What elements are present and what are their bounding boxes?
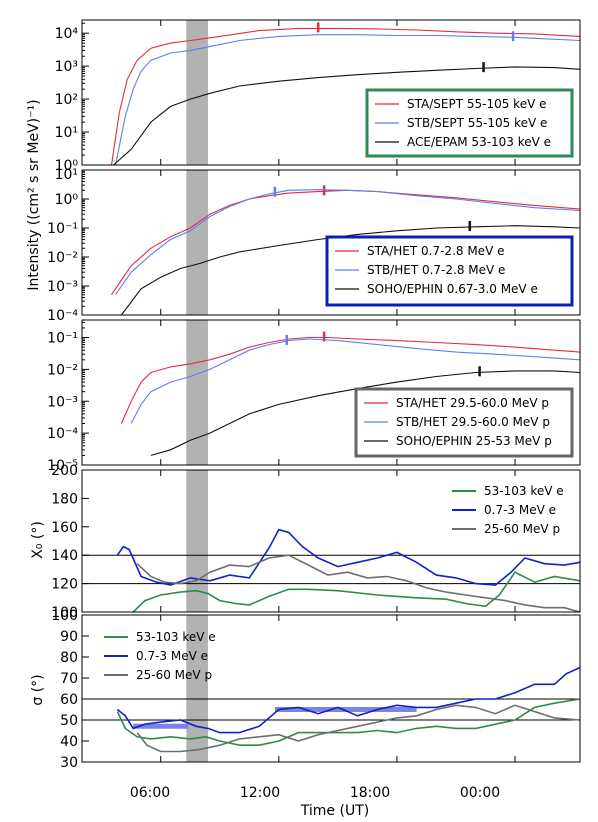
y-axis-label-sigma: σ (°) bbox=[30, 674, 46, 705]
series-line-2 bbox=[113, 66, 581, 166]
x-tick-1200: 12:00 bbox=[240, 785, 280, 801]
shared-y-axis-label: Intensity ((cm² s sr MeV)⁻¹) bbox=[26, 99, 42, 290]
legend-label: 25-60 MeV p bbox=[136, 668, 212, 682]
y-tick-label: 10⁰ bbox=[55, 158, 79, 174]
series-line-0 bbox=[132, 571, 581, 613]
y-tick-label: 10⁰ bbox=[55, 192, 79, 208]
y-tick-label: 10² bbox=[55, 92, 78, 108]
legend-label: STA/HET 29.5-60.0 MeV p bbox=[396, 396, 549, 410]
shaded-interval bbox=[186, 20, 208, 165]
panel-x0 bbox=[81, 469, 581, 613]
panel-electrons-55-105keV bbox=[81, 19, 581, 166]
legend-label: STB/HET 29.5-60.0 MeV p bbox=[396, 415, 550, 429]
series-line-1 bbox=[115, 189, 581, 296]
x-axis-label: Time (UT) bbox=[300, 803, 369, 819]
x-tick-1800: 18:00 bbox=[350, 785, 390, 801]
panel-protons bbox=[81, 319, 581, 466]
legend-box bbox=[325, 235, 574, 307]
legend-label: 0.7-3 MeV e bbox=[484, 503, 556, 517]
legend-label: STA/SEPT 55-105 keV e bbox=[407, 97, 546, 111]
legend: 53-103 keV e 0.7-3 MeV e 25-60 MeV p bbox=[104, 630, 216, 682]
y-axis-label-x0: X₀ (°) bbox=[30, 521, 46, 559]
y-tick-label: 120 bbox=[51, 577, 78, 593]
legend: 53-103 keV e 0.7-3 MeV e 25-60 MeV p bbox=[452, 484, 564, 536]
y-tick-label: 10⁻³ bbox=[47, 279, 78, 295]
series-line-2 bbox=[136, 554, 581, 613]
legend-label: SOHO/EPHIN 0.67-3.0 MeV e bbox=[367, 282, 538, 296]
y-tick-label: 10⁻¹ bbox=[47, 221, 78, 237]
series-line-2 bbox=[120, 225, 581, 316]
series-line-0 bbox=[111, 189, 581, 296]
y-tick-label: 10⁻¹ bbox=[47, 331, 78, 347]
y-tick-label: 100 bbox=[51, 608, 78, 624]
y-tick-label: 160 bbox=[51, 520, 78, 536]
panel-electrons-0.7-3MeV bbox=[81, 169, 581, 316]
y-tick-label: 90 bbox=[60, 629, 78, 645]
series-line-1 bbox=[114, 34, 581, 166]
legend: STA/HET 0.7-2.8 MeV e STB/HET 0.7-2.8 MeV… bbox=[325, 235, 574, 307]
panel-frame bbox=[81, 169, 581, 316]
series-line-1 bbox=[130, 338, 581, 424]
legend-label: SOHO/EPHIN 25-53 MeV p bbox=[396, 434, 552, 448]
legend-label: 25-60 MeV p bbox=[484, 522, 560, 536]
shaded-interval bbox=[186, 170, 208, 315]
series-line-0 bbox=[110, 27, 581, 166]
series-line-2 bbox=[136, 704, 581, 753]
series-line-1 bbox=[116, 528, 581, 586]
y-tick-label: 10⁻⁴ bbox=[47, 308, 78, 324]
legend-label: ACE/EPAM 53-103 keV e bbox=[407, 135, 551, 149]
y-tick-label: 10¹ bbox=[55, 167, 78, 183]
panel-frame bbox=[81, 319, 581, 466]
y-tick-label: 70 bbox=[60, 671, 78, 687]
legend: STA/SEPT 55-105 keV e STB/SEPT 55-105 keV… bbox=[365, 88, 574, 158]
series-line-2 bbox=[150, 370, 581, 456]
shaded-interval bbox=[186, 320, 208, 465]
y-tick-label: 80 bbox=[60, 650, 78, 666]
y-tick-label: 30 bbox=[60, 755, 78, 771]
x-tick-0600: 06:00 bbox=[130, 785, 170, 801]
legend-label: 0.7-3 MeV e bbox=[136, 649, 208, 663]
y-tick-label: 10⁻⁴ bbox=[47, 426, 78, 442]
legend-label: STA/HET 0.7-2.8 MeV e bbox=[367, 244, 504, 258]
series-line-0 bbox=[120, 336, 581, 424]
legend-label: STB/SEPT 55-105 keV e bbox=[407, 116, 547, 130]
y-tick-label: 100 bbox=[51, 605, 78, 621]
legend-label: STB/HET 0.7-2.8 MeV e bbox=[367, 263, 505, 277]
panel-frame bbox=[81, 469, 581, 613]
panel-frame bbox=[81, 614, 581, 763]
legend-label: 53-103 keV e bbox=[136, 630, 216, 644]
panel-sigma bbox=[81, 614, 581, 763]
y-tick-label: 10⁻⁵ bbox=[47, 458, 78, 474]
y-tick-label: 10⁻³ bbox=[47, 394, 78, 410]
y-tick-label: 50 bbox=[60, 713, 78, 729]
legend-label: 53-103 keV e bbox=[484, 484, 564, 498]
series-line-1 bbox=[116, 666, 581, 734]
y-tick-label: 140 bbox=[51, 548, 78, 564]
y-tick-label: 10³ bbox=[55, 59, 78, 75]
y-tick-label: 10⁻² bbox=[47, 362, 78, 378]
y-tick-label: 200 bbox=[51, 463, 78, 479]
y-tick-label: 40 bbox=[60, 734, 78, 750]
y-tick-label: 180 bbox=[51, 491, 78, 507]
y-tick-label: 10⁻² bbox=[47, 250, 78, 266]
y-tick-label: 10⁴ bbox=[55, 26, 79, 42]
y-tick-label: 10¹ bbox=[55, 125, 78, 141]
panel-frame bbox=[81, 19, 581, 166]
y-tick-label: 60 bbox=[60, 692, 78, 708]
legend-box bbox=[365, 88, 574, 158]
x-tick-0000: 00:00 bbox=[460, 785, 500, 801]
legend-box bbox=[354, 387, 574, 458]
legend: STA/HET 29.5-60.0 MeV p STB/HET 29.5-60.0… bbox=[354, 387, 574, 458]
